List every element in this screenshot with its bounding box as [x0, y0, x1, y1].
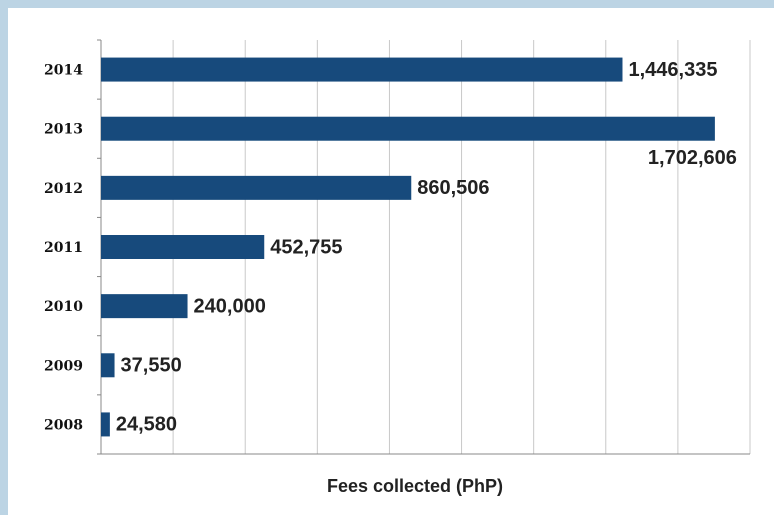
data-label: 1,446,335 [628, 59, 717, 81]
data-label: 1,702,606 [648, 147, 737, 169]
bar [101, 294, 188, 319]
data-label: 24,580 [116, 414, 177, 436]
y-tick-label: 2014 [44, 63, 83, 79]
y-tick-label: 2008 [44, 417, 83, 433]
data-label: 452,755 [270, 236, 342, 258]
bar [101, 412, 110, 437]
bar [101, 116, 715, 141]
y-tick-label: 2011 [44, 240, 83, 256]
x-axis-label: Fees collected (PhP) [327, 476, 503, 496]
bar [101, 353, 115, 378]
y-tick-label: 2012 [44, 181, 83, 197]
y-tick-label: 2010 [44, 299, 83, 315]
y-tick-label: 2009 [44, 358, 83, 374]
bar [101, 235, 265, 259]
bar [101, 175, 412, 200]
bar [101, 57, 623, 82]
data-label: 860,506 [417, 177, 489, 199]
y-tick-label: 2013 [44, 122, 83, 138]
data-label: 240,000 [194, 295, 266, 317]
data-label: 37,550 [121, 355, 182, 377]
